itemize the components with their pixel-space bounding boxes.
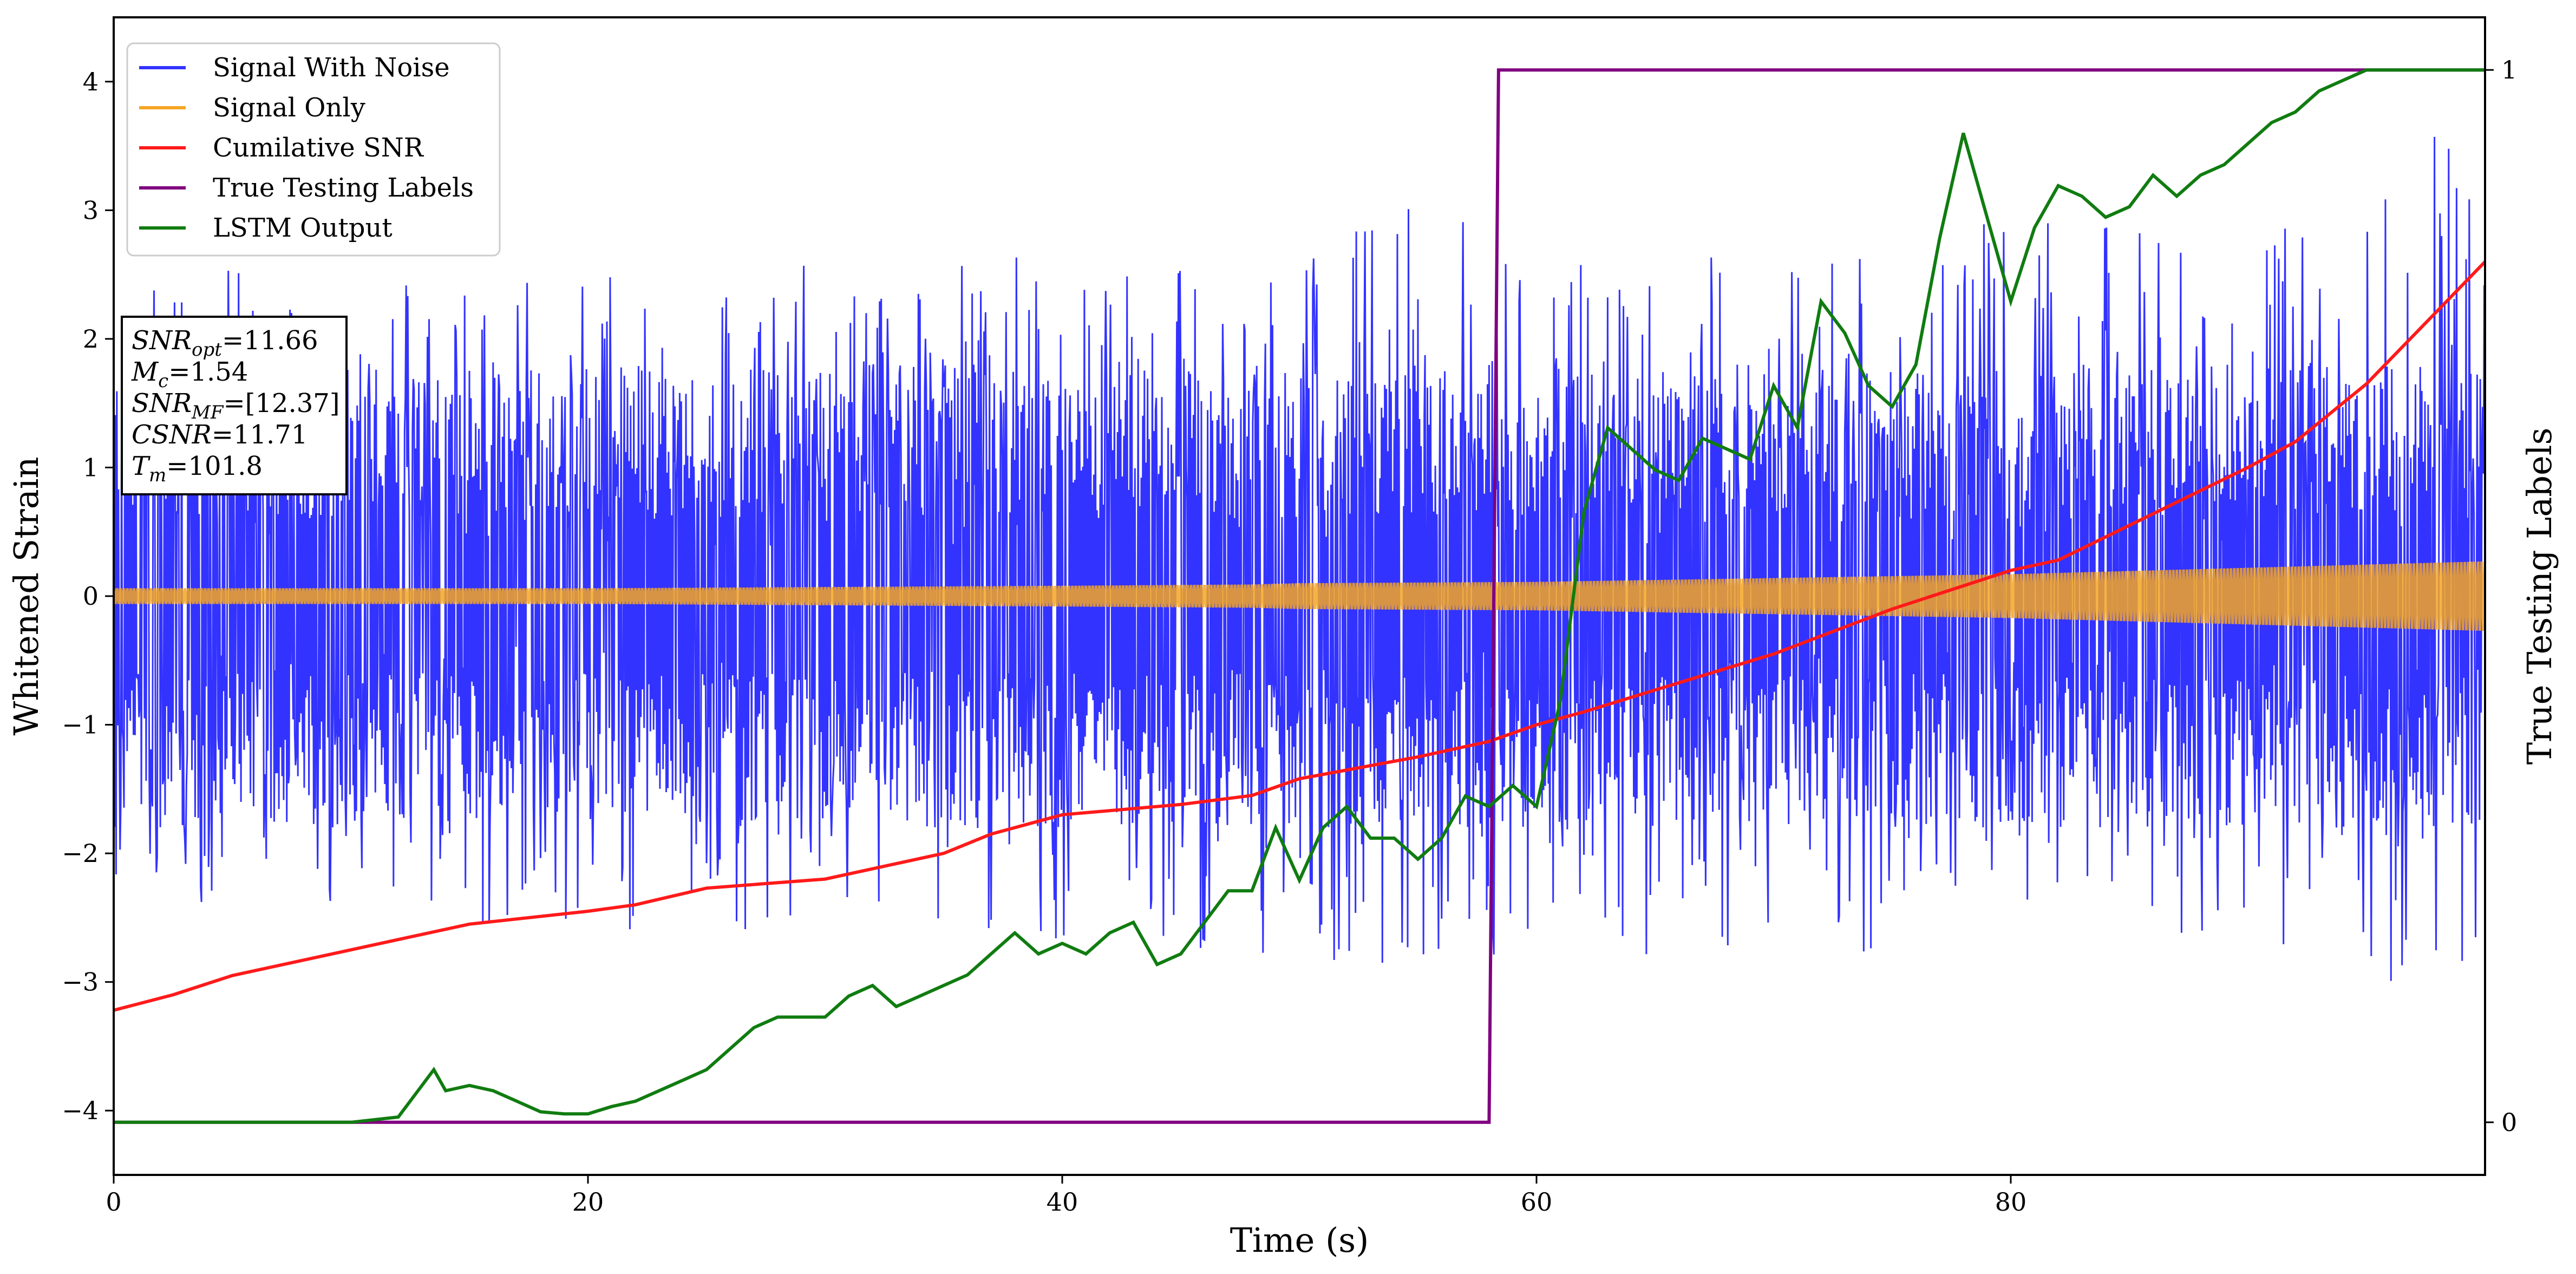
info-line: SNRMF=[12.37]	[132, 388, 340, 423]
y-tick-label: 2	[83, 324, 99, 354]
y2-axis-title: True Testing Labels	[2520, 428, 2559, 765]
info-line: Mc=1.54	[131, 357, 248, 392]
series-cumilative-snr	[114, 260, 2485, 1012]
info-line: CSNR=11.71	[132, 420, 308, 450]
legend-label: Signal With Noise	[213, 53, 450, 83]
y-tick-label: 3	[83, 195, 99, 225]
y-axis-left: −4 −3 −2 −1 0 1 2 3 4	[62, 67, 114, 1125]
x-tick-label: 80	[1995, 1187, 2027, 1217]
x-axis: 0 20 40 60 80	[106, 1175, 2026, 1217]
x-axis-title: Time (s)	[1230, 1220, 1369, 1260]
legend-label: True Testing Labels	[213, 173, 474, 203]
series-signal-with-noise	[114, 136, 2485, 981]
y-axis-right: 01	[2485, 55, 2517, 1137]
info-line: Tm=101.8	[132, 451, 263, 486]
y-tick-label: −1	[62, 710, 99, 740]
legend: Signal With Noise Signal Only Cumilative S…	[126, 42, 501, 257]
x-tick-label: 40	[1047, 1187, 1078, 1217]
y-tick-label: −4	[62, 1096, 99, 1125]
y2-tick-label: 0	[2501, 1108, 2517, 1137]
y-tick-label: −2	[62, 839, 99, 868]
series-true-testing-labels	[114, 68, 2485, 1124]
y-axis-title: Whitened Strain	[6, 457, 46, 736]
plot-area	[114, 68, 2485, 1124]
y2-tick-label: 1	[2501, 55, 2517, 84]
info-line: SNRopt=11.66	[132, 325, 318, 361]
legend-label: LSTM Output	[213, 213, 393, 243]
legend-label: Cumilative SNR	[213, 133, 424, 163]
legend-box	[126, 42, 501, 257]
series-lstm-output	[114, 68, 2485, 1124]
info-box-frame	[121, 316, 348, 495]
x-tick-label: 0	[106, 1187, 121, 1217]
x-tick-label: 20	[572, 1187, 604, 1217]
y-tick-label: 0	[83, 582, 99, 611]
y-tick-label: −3	[62, 968, 99, 997]
y-tick-label: 4	[83, 67, 99, 96]
series-signal-only	[114, 561, 2485, 631]
x-tick-label: 60	[1521, 1187, 1553, 1217]
y-tick-label: 1	[83, 453, 99, 482]
info-box: SNRopt=11.66Mc=1.54SNRMF=[12.37]CSNR=11.…	[121, 316, 348, 495]
legend-label: Signal Only	[213, 93, 365, 123]
